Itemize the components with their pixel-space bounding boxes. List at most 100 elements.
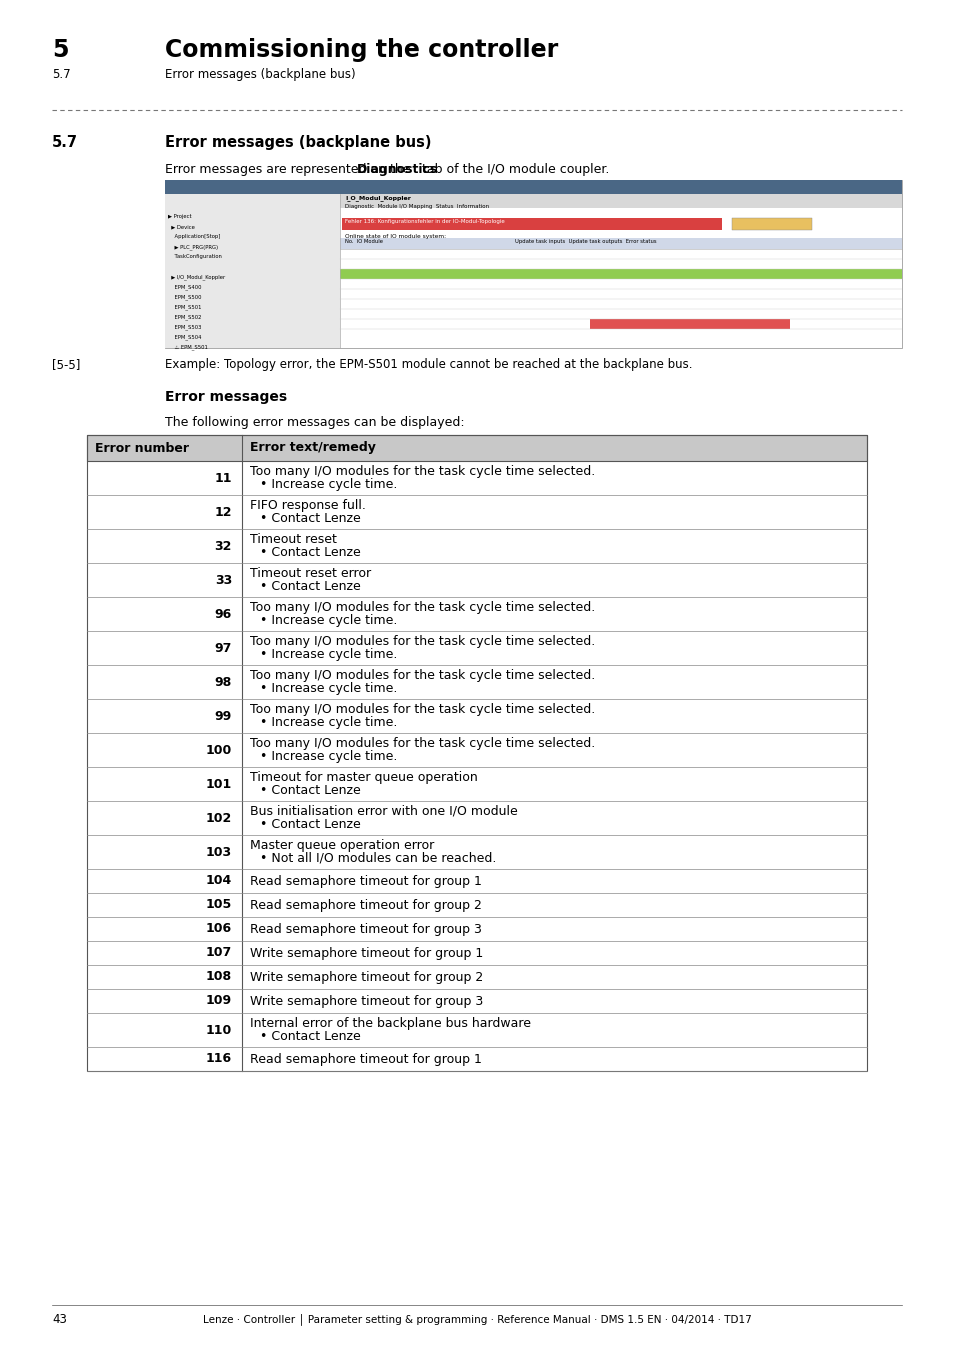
- Bar: [341, 217, 721, 230]
- Bar: [87, 892, 866, 917]
- Text: Read semaphore timeout for group 1: Read semaphore timeout for group 1: [250, 1053, 481, 1065]
- Text: 43: 43: [52, 1314, 67, 1326]
- Text: 105: 105: [206, 899, 232, 911]
- Text: Error text/remedy: Error text/remedy: [250, 441, 375, 455]
- Text: Too many I/O modules for the task cycle time selected.: Too many I/O modules for the task cycle …: [250, 668, 595, 682]
- Text: Error messages (backplane bus): Error messages (backplane bus): [165, 135, 431, 150]
- Text: • Contact Lenze: • Contact Lenze: [260, 545, 360, 559]
- Text: 102: 102: [206, 811, 232, 825]
- Text: 11: 11: [214, 471, 232, 485]
- Text: EPM_S400: EPM_S400: [168, 284, 201, 290]
- Text: • Contact Lenze: • Contact Lenze: [260, 512, 360, 525]
- Text: 107: 107: [206, 946, 232, 960]
- Text: I_O_Modul_Koppler: I_O_Modul_Koppler: [345, 194, 411, 201]
- Text: Diagnostics: Diagnostics: [356, 163, 437, 176]
- Text: 104: 104: [206, 875, 232, 887]
- Text: 103: 103: [206, 845, 232, 859]
- Text: Timeout reset: Timeout reset: [250, 533, 336, 545]
- Bar: [87, 435, 866, 1071]
- Text: • Contact Lenze: • Contact Lenze: [260, 783, 360, 796]
- Text: 106: 106: [206, 922, 232, 936]
- Text: 96: 96: [214, 608, 232, 621]
- Bar: [87, 563, 866, 597]
- Bar: [339, 289, 901, 298]
- Bar: [87, 495, 866, 529]
- Text: • Contact Lenze: • Contact Lenze: [260, 1030, 360, 1042]
- Bar: [339, 269, 901, 279]
- Bar: [339, 259, 901, 269]
- Bar: [87, 990, 866, 1012]
- Text: Too many I/O modules for the task cycle time selected.: Too many I/O modules for the task cycle …: [250, 634, 595, 648]
- Text: Update task inputs  Update task outputs  Error status: Update task inputs Update task outputs E…: [515, 239, 656, 244]
- Text: 98: 98: [214, 675, 232, 688]
- Text: Too many I/O modules for the task cycle time selected.: Too many I/O modules for the task cycle …: [250, 737, 595, 749]
- Bar: [339, 238, 901, 248]
- Text: Write semaphore timeout for group 3: Write semaphore timeout for group 3: [250, 995, 483, 1007]
- Text: Lenze · Controller │ Parameter setting & programming · Reference Manual · DMS 1.: Lenze · Controller │ Parameter setting &…: [202, 1314, 751, 1324]
- Text: 5.7: 5.7: [52, 68, 71, 81]
- Text: Diagnostic  Module I/O Mapping  Status  Information: Diagnostic Module I/O Mapping Status Inf…: [345, 204, 489, 209]
- Bar: [339, 194, 901, 348]
- Text: 109: 109: [206, 995, 232, 1007]
- Bar: [87, 801, 866, 836]
- Text: Error number: Error number: [95, 441, 189, 455]
- Text: 5: 5: [52, 38, 69, 62]
- Text: • Not all I/O modules can be reached.: • Not all I/O modules can be reached.: [260, 852, 496, 864]
- Text: Timeout reset error: Timeout reset error: [250, 567, 371, 579]
- Text: tab of the I/O module coupler.: tab of the I/O module coupler.: [417, 163, 609, 176]
- Text: 33: 33: [214, 574, 232, 586]
- Bar: [87, 666, 866, 699]
- Text: ▶ Device: ▶ Device: [168, 224, 194, 230]
- Text: [5-5]: [5-5]: [52, 358, 80, 371]
- Text: TaskConfiguration: TaskConfiguration: [168, 254, 222, 259]
- Text: • Increase cycle time.: • Increase cycle time.: [260, 682, 397, 695]
- Bar: [589, 319, 789, 329]
- Text: The following error messages can be displayed:: The following error messages can be disp…: [165, 416, 464, 429]
- Text: Read semaphore timeout for group 2: Read semaphore timeout for group 2: [250, 899, 481, 911]
- Bar: [87, 733, 866, 767]
- Text: Commissioning the controller: Commissioning the controller: [165, 38, 558, 62]
- Bar: [339, 319, 901, 329]
- Text: Read semaphore timeout for group 3: Read semaphore timeout for group 3: [250, 922, 481, 936]
- Bar: [87, 917, 866, 941]
- Bar: [87, 941, 866, 965]
- Bar: [339, 298, 901, 309]
- Bar: [165, 194, 339, 348]
- Text: EPM_S501: EPM_S501: [168, 304, 201, 309]
- Bar: [339, 279, 901, 289]
- Text: Bus initialisation error with one I/O module: Bus initialisation error with one I/O mo…: [250, 805, 517, 818]
- Text: Application[Stop]: Application[Stop]: [168, 234, 220, 239]
- Bar: [87, 630, 866, 666]
- Bar: [87, 869, 866, 892]
- Bar: [87, 965, 866, 990]
- Text: ▶ Project: ▶ Project: [168, 215, 192, 219]
- Text: 5.7: 5.7: [52, 135, 78, 150]
- Text: Write semaphore timeout for group 2: Write semaphore timeout for group 2: [250, 971, 483, 984]
- Bar: [731, 217, 811, 230]
- Bar: [87, 836, 866, 869]
- Text: Internal error of the backplane bus hardware: Internal error of the backplane bus hard…: [250, 1017, 531, 1030]
- Text: • Increase cycle time.: • Increase cycle time.: [260, 716, 397, 729]
- Bar: [87, 460, 866, 495]
- Text: EPM_S502: EPM_S502: [168, 315, 201, 320]
- Text: 12: 12: [214, 505, 232, 518]
- Text: Timeout for master queue operation: Timeout for master queue operation: [250, 771, 477, 784]
- Bar: [87, 435, 866, 460]
- Bar: [87, 597, 866, 630]
- Text: EPM_S500: EPM_S500: [168, 294, 201, 300]
- Text: Write semaphore timeout for group 1: Write semaphore timeout for group 1: [250, 946, 483, 960]
- Bar: [87, 435, 866, 460]
- Bar: [165, 180, 901, 194]
- Text: 116: 116: [206, 1053, 232, 1065]
- Text: ▶ I/O_Modul_Koppler: ▶ I/O_Modul_Koppler: [168, 274, 225, 279]
- Bar: [87, 767, 866, 801]
- Text: 99: 99: [214, 710, 232, 722]
- Text: Read semaphore timeout for group 1: Read semaphore timeout for group 1: [250, 875, 481, 887]
- Text: EPM_S503: EPM_S503: [168, 324, 201, 329]
- Text: No.  IO Module: No. IO Module: [345, 239, 382, 244]
- Text: Error messages are represented on the: Error messages are represented on the: [165, 163, 414, 176]
- Text: 97: 97: [214, 641, 232, 655]
- Text: 100: 100: [206, 744, 232, 756]
- Text: 101: 101: [206, 778, 232, 791]
- Bar: [339, 309, 901, 319]
